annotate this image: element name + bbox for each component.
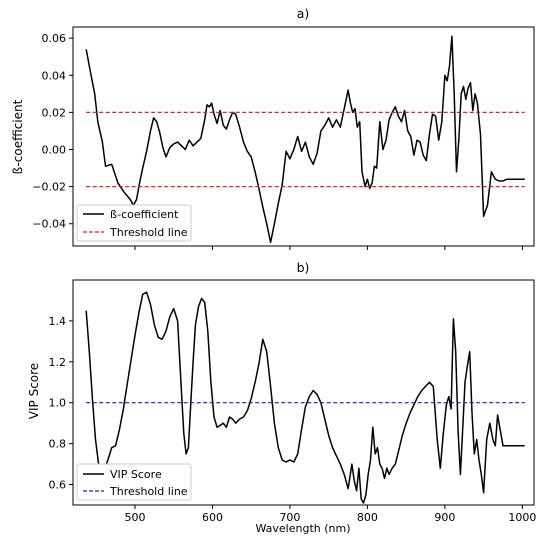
panel-b-legend-label-vip: VIP Score [110, 468, 162, 481]
panel-a-ylabel: ß-coefficient [11, 99, 25, 174]
panel-b-ytick-label: 0.6 [49, 479, 67, 492]
panel-a-ytick-label: −0.04 [32, 218, 66, 231]
panel-b-legend-label-threshold: Threshold line [109, 485, 188, 498]
panel-b-plot-frame [72, 279, 535, 506]
panel-a-ytick-label: 0.06 [42, 32, 67, 45]
panel-a-series-main-line [85, 35, 525, 244]
panel-b-ytick-label: 1.0 [49, 397, 67, 410]
panel-b-title: b) [297, 260, 310, 275]
panel-b: b) 500 600 700 800 900 1000 0.6 0.8 1.0 1.2 1.4 VI… [27, 260, 536, 535]
panel-b-xlabel: Wavelength (nm) [255, 522, 350, 535]
panel-b-legend-box [76, 463, 192, 501]
panel-a-title: a) [297, 6, 310, 21]
panel-a-legend-label-coefficient: ß-coefficient [110, 208, 179, 221]
panel-b-xtick-label: 800 [357, 511, 378, 524]
panel-b-xtick-label: 900 [434, 511, 455, 524]
panel-b-ytick-label: 1.4 [49, 315, 67, 328]
panel-a-ytick-label: −0.02 [32, 181, 66, 194]
panel-a-legend: ß-coefficient Threshold line [76, 204, 192, 242]
panel-b-xtick-label: 700 [279, 511, 300, 524]
panel-b-ytick-label: 0.8 [49, 438, 67, 451]
panel-a-legend-box [76, 204, 192, 242]
panel-b-legend: VIP Score Threshold line [76, 463, 192, 501]
panel-a-ytick-label: 0.04 [42, 69, 67, 82]
panel-b-xtick-label: 1000 [508, 511, 536, 524]
panel-a-legend-label-threshold: Threshold line [109, 226, 188, 239]
panel-a-plot-frame [72, 26, 535, 247]
panel-a: a) −0.04 −0.02 0.00 0.02 0.04 0.06 ß-coeffici… [11, 6, 535, 250]
panel-b-series-main-line [85, 291, 525, 504]
panel-b-ytick-label: 1.2 [49, 356, 67, 369]
panel-b-xtick-label: 500 [124, 511, 145, 524]
panel-a-ytick-label: 0.00 [42, 143, 67, 156]
panel-b-ylabel: VIP Score [27, 363, 41, 419]
panel-a-ytick-label: 0.02 [42, 106, 67, 119]
panel-b-xtick-label: 600 [202, 511, 223, 524]
